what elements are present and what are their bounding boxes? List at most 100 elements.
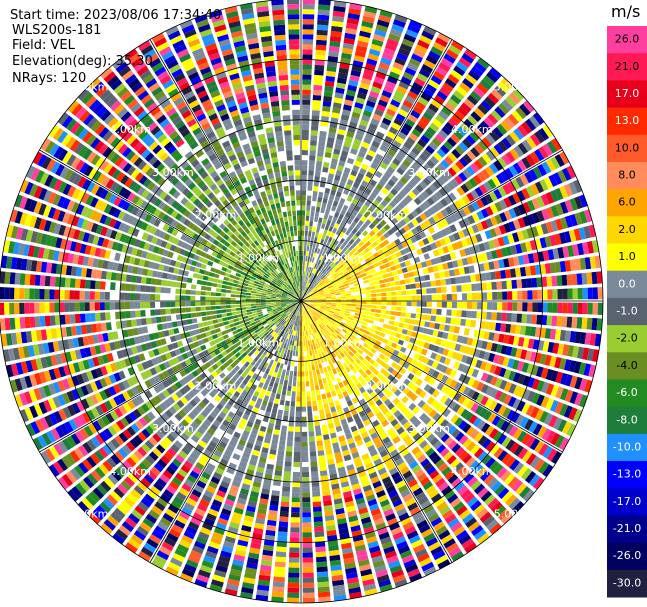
velocity-gate [281, 491, 290, 497]
velocity-gate [246, 309, 252, 313]
velocity-gate [552, 289, 558, 300]
velocity-gate [382, 157, 391, 166]
velocity-gate [314, 64, 325, 71]
velocity-gate [578, 194, 588, 208]
velocity-gate [417, 120, 428, 130]
velocity-gate [302, 84, 311, 90]
velocity-gate [236, 310, 242, 315]
velocity-gate [493, 188, 503, 200]
velocity-gate [303, 286, 305, 292]
velocity-gate [309, 380, 314, 386]
velocity-gate [521, 157, 532, 169]
velocity-gate [547, 289, 553, 300]
velocity-gate [351, 295, 357, 299]
velocity-gate [396, 301, 402, 306]
velocity-gate [313, 516, 323, 523]
velocity-gate [356, 201, 364, 208]
velocity-gate [274, 470, 283, 477]
velocity-gate [517, 124, 528, 137]
velocity-gate [315, 430, 322, 437]
velocity-gate [536, 366, 544, 378]
velocity-gate [301, 285, 303, 291]
velocity-gate [396, 291, 402, 296]
velocity-gate [339, 155, 347, 162]
velocity-gate [318, 140, 326, 147]
velocity-gate [329, 248, 334, 255]
velocity-gate [516, 279, 523, 289]
velocity-gate [401, 267, 408, 273]
velocity-gate [592, 302, 598, 315]
velocity-gate [484, 96, 496, 108]
velocity-gate [318, 135, 326, 142]
velocity-gate [554, 329, 562, 341]
velocity-gate [282, 486, 291, 492]
velocity-gate [453, 200, 462, 210]
velocity-gate [369, 316, 375, 321]
velocity-gate [326, 376, 332, 383]
velocity-gate [302, 547, 313, 553]
velocity-gate [207, 320, 214, 326]
velocity-gate [323, 213, 329, 220]
velocity-gate [501, 312, 507, 322]
velocity-gate [547, 341, 555, 353]
velocity-gate [327, 137, 335, 144]
velocity-gate [408, 191, 417, 200]
velocity-gate [566, 274, 573, 286]
velocity-gate [355, 237, 362, 244]
velocity-gate [413, 48, 426, 59]
velocity-gate [285, 451, 293, 457]
velocity-gate [308, 290, 313, 295]
velocity-gate [326, 247, 331, 253]
velocity-gate [324, 308, 330, 312]
velocity-gate [292, 471, 300, 478]
velocity-gate [390, 331, 397, 337]
velocity-gate [296, 346, 299, 352]
velocity-gate [389, 315, 396, 321]
velocity-gate [307, 256, 311, 262]
velocity-gate [453, 129, 464, 140]
velocity-gate [522, 337, 530, 348]
velocity-gate [381, 187, 389, 195]
velocity-gate [333, 284, 339, 289]
velocity-gate [304, 356, 307, 362]
velocity-gate [409, 277, 416, 283]
velocity-gate [435, 279, 442, 286]
velocity-gate [289, 350, 293, 356]
velocity-gate [324, 85, 334, 92]
velocity-gate [332, 216, 338, 223]
velocity-gate [313, 237, 318, 243]
velocity-gate [397, 256, 405, 263]
velocity-gate [301, 446, 308, 452]
velocity-gate [390, 209, 398, 217]
velocity-gate [305, 299, 311, 301]
velocity-gate [357, 247, 364, 254]
velocity-gate [340, 266, 346, 272]
velocity-gate [564, 374, 573, 387]
velocity-gate [430, 75, 443, 85]
velocity-gate [302, 542, 313, 548]
velocity-gate [478, 263, 485, 272]
velocity-gate [335, 304, 341, 308]
velocity-gate [302, 497, 311, 503]
velocity-gate [301, 451, 309, 458]
velocity-gate [364, 315, 370, 319]
velocity-gate [432, 265, 439, 272]
velocity-gate [450, 317, 457, 325]
velocity-gate [325, 241, 331, 247]
velocity-gate [321, 244, 326, 251]
velocity-gate [584, 257, 592, 270]
velocity-gate [346, 179, 354, 186]
velocity-gate [384, 153, 394, 162]
velocity-gate [372, 226, 380, 234]
velocity-gate [505, 95, 517, 108]
velocity-gate [346, 301, 352, 304]
velocity-gate [502, 183, 512, 195]
velocity-gate [302, 74, 312, 80]
velocity-gate [352, 234, 358, 241]
velocity-gate [539, 327, 547, 339]
velocity-gate [297, 371, 301, 377]
velocity-gate [305, 287, 308, 292]
velocity-gate [465, 275, 472, 283]
velocity-gate [331, 20, 344, 28]
velocity-gate [461, 52, 475, 64]
